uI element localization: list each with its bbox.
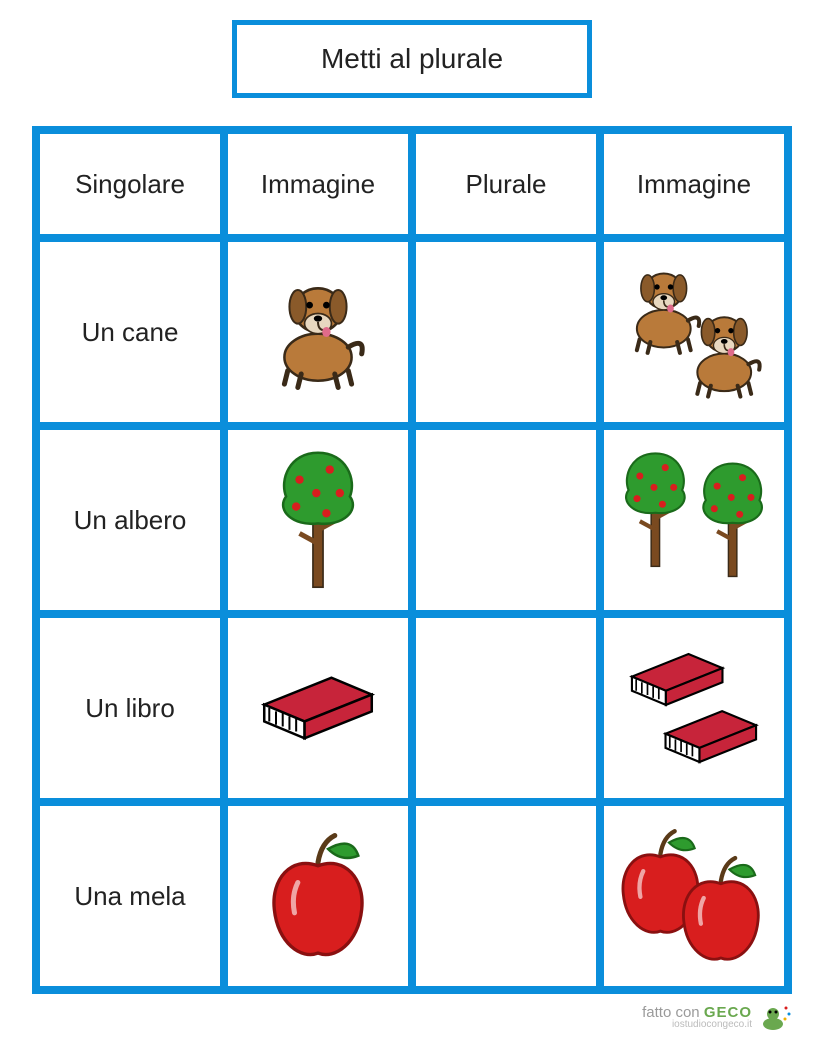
footer-text: fatto con GECO iostudiocongeco.it <box>642 1004 752 1030</box>
geco-mascot-icon <box>758 1002 792 1032</box>
singular-text: Un libro <box>85 693 175 724</box>
image-singular-dog <box>228 242 408 422</box>
singular-cell: Un cane <box>40 242 220 422</box>
image-plural-dogs <box>604 242 784 422</box>
title-text: Metti al plurale <box>321 43 503 74</box>
header-label: Immagine <box>637 169 751 200</box>
dogs-icon <box>610 248 778 416</box>
image-plural-books <box>604 618 784 798</box>
image-singular-book <box>228 618 408 798</box>
dog-icon <box>234 248 402 416</box>
header-immagine-2: Immagine <box>604 134 784 234</box>
plural-cell[interactable] <box>416 430 596 610</box>
singular-text: Una mela <box>74 881 185 912</box>
singular-cell: Una mela <box>40 806 220 986</box>
header-singolare: Singolare <box>40 134 220 234</box>
header-immagine-1: Immagine <box>228 134 408 234</box>
singular-text: Un albero <box>74 505 187 536</box>
singular-cell: Un libro <box>40 618 220 798</box>
header-label: Immagine <box>261 169 375 200</box>
footer: fatto con GECO iostudiocongeco.it <box>32 1002 792 1032</box>
trees-icon <box>610 436 778 604</box>
singular-cell: Un albero <box>40 430 220 610</box>
image-plural-apples <box>604 806 784 986</box>
image-plural-trees <box>604 430 784 610</box>
title-box: Metti al plurale <box>232 20 592 98</box>
apple-icon <box>234 812 402 980</box>
singular-text: Un cane <box>82 317 179 348</box>
image-singular-tree <box>228 430 408 610</box>
plural-cell[interactable] <box>416 242 596 422</box>
header-label: Plurale <box>466 169 547 200</box>
books-icon <box>610 624 778 792</box>
book-icon <box>234 624 402 792</box>
plural-cell[interactable] <box>416 806 596 986</box>
header-plurale: Plurale <box>416 134 596 234</box>
header-label: Singolare <box>75 169 185 200</box>
apples-icon <box>610 812 778 980</box>
plural-cell[interactable] <box>416 618 596 798</box>
image-singular-apple <box>228 806 408 986</box>
tree-icon <box>234 436 402 604</box>
